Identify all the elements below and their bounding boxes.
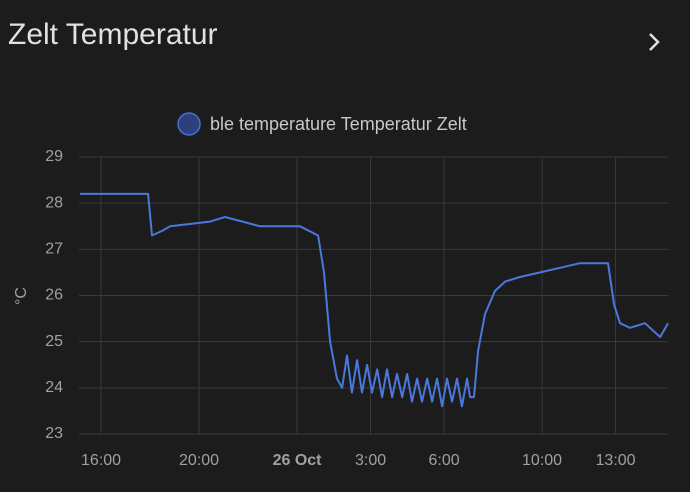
x-tick-label: 20:00: [179, 452, 219, 469]
y-tick-label: 25: [45, 333, 63, 350]
x-tick-label: 16:00: [81, 452, 121, 469]
x-tick-label: 3:00: [355, 452, 386, 469]
legend-label[interactable]: ble temperature Temperatur Zelt: [210, 114, 467, 134]
y-tick-label: 27: [45, 241, 63, 258]
x-tick-label: 10:00: [522, 452, 562, 469]
x-tick-label: 26 Oct: [273, 452, 323, 469]
more-chevron[interactable]: [649, 33, 660, 51]
x-tick-label: 13:00: [596, 452, 636, 469]
y-tick-label: 29: [45, 148, 63, 165]
y-axis-label: °C: [13, 287, 30, 305]
x-tick-label: 6:00: [428, 452, 459, 469]
y-tick-label: 24: [45, 379, 63, 396]
y-tick-label: 26: [45, 287, 63, 304]
data-line: [80, 192, 669, 408]
y-tick-label: 28: [45, 194, 63, 211]
card-title: Zelt Temperatur: [8, 18, 218, 51]
y-tick-label: 23: [45, 425, 63, 442]
legend-swatch[interactable]: [177, 112, 201, 136]
